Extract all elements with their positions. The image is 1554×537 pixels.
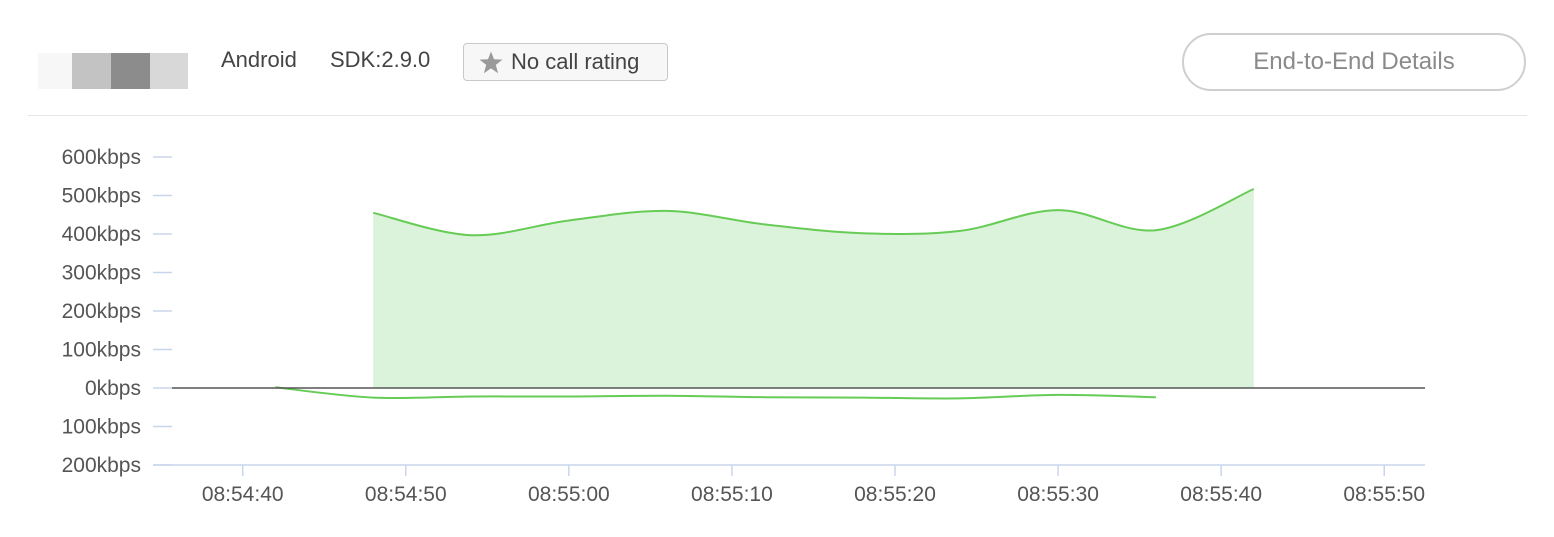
chart-lines — [172, 188, 1425, 400]
x-tick-label: 08:55:00 — [528, 483, 610, 506]
platform-label: Android — [221, 47, 297, 72]
call-rating-label: No call rating — [511, 49, 640, 74]
x-tick-label: 08:55:30 — [1017, 483, 1099, 506]
y-tick-label: 200kbps — [62, 454, 141, 477]
sdk-version: SDK:2.9.0 — [330, 47, 431, 72]
avatar-block — [150, 53, 188, 89]
y-axis: 600kbps 500kbps 400kbps 300kbps 200kbps 100kb… — [62, 146, 172, 477]
y-tick-label: 100kbps — [62, 416, 141, 439]
y-tick-label: 100kbps — [62, 339, 141, 362]
y-tick-label: 500kbps — [62, 185, 141, 208]
end-to-end-details-button[interactable]: End-to-End Details — [1182, 33, 1526, 91]
y-tick-label: 300kbps — [62, 262, 141, 285]
x-tick-label: 08:55:10 — [691, 483, 773, 506]
x-tick-label: 08:55:20 — [854, 483, 936, 506]
header-divider — [28, 115, 1527, 116]
avatar — [38, 53, 190, 89]
star-icon — [479, 51, 503, 73]
series-line-0 — [372, 188, 1255, 237]
x-tick-label: 08:55:50 — [1343, 483, 1425, 506]
y-tick-label: 400kbps — [62, 223, 141, 246]
call-rating-badge: No call rating — [463, 43, 668, 81]
chart-areas — [373, 189, 1254, 388]
x-tick-label: 08:54:40 — [202, 483, 284, 506]
avatar-block — [111, 53, 150, 89]
x-tick-label: 08:54:50 — [365, 483, 447, 506]
x-tick-label: 08:55:40 — [1180, 483, 1262, 506]
series-line-1 — [275, 386, 1156, 400]
avatar-block — [72, 53, 111, 89]
avatar-block — [38, 53, 72, 89]
call-header: Android SDK:2.9.0 No call rating End-to-… — [0, 0, 1554, 116]
y-tick-label: 600kbps — [62, 146, 141, 169]
y-tick-label: 0kbps — [85, 377, 141, 400]
y-tick-label: 200kbps — [62, 300, 141, 323]
series-area-0 — [373, 189, 1254, 388]
x-axis: 08:54:40 08:54:50 08:55:00 08:55:10 08:55:20… — [153, 464, 1425, 506]
